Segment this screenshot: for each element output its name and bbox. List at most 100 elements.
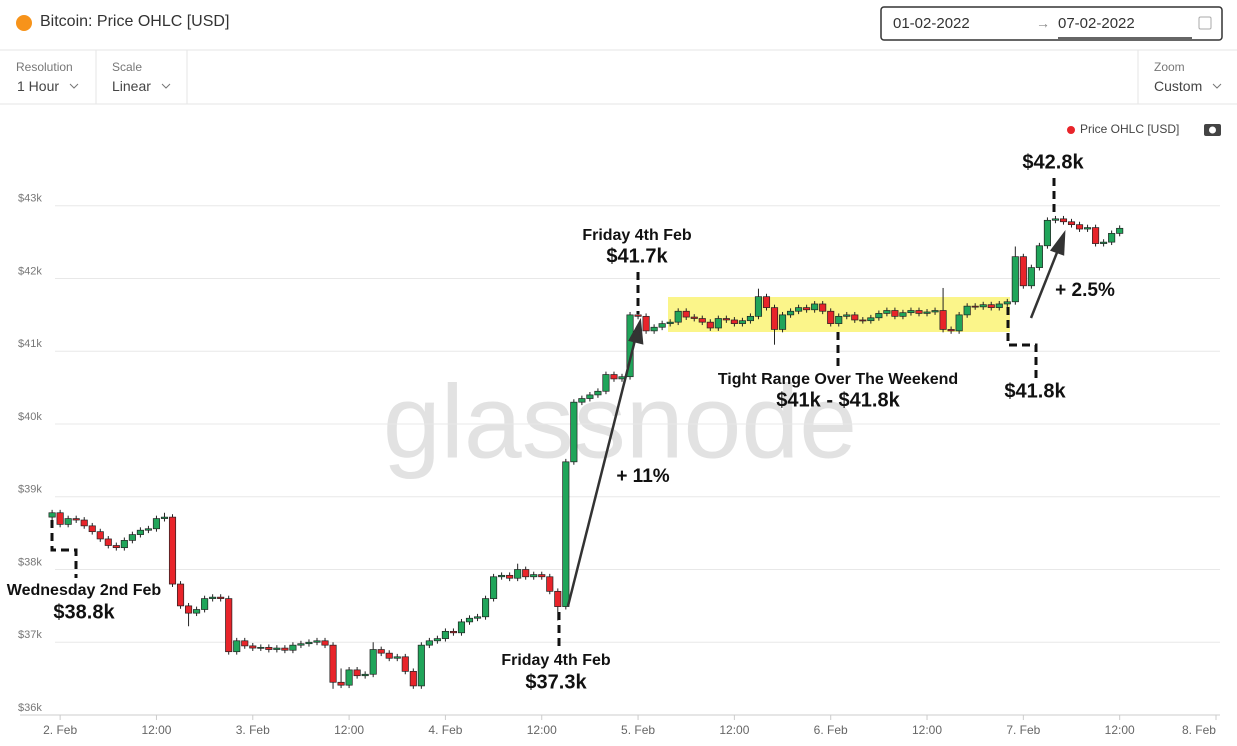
- candle-body: [56, 512, 64, 525]
- candle-body: [538, 574, 546, 578]
- candle-body: [963, 305, 971, 316]
- candle-body: [449, 630, 457, 634]
- candle-body: [1011, 256, 1019, 303]
- camera-icon[interactable]: [1204, 124, 1221, 136]
- candle-body: [48, 512, 56, 518]
- bitcoin-icon: [16, 15, 32, 31]
- zoom-label: Zoom: [1154, 60, 1185, 74]
- candle-body: [241, 640, 249, 647]
- annotation-arrows: [566, 229, 1066, 607]
- x-tick-label: 8. Feb: [1182, 723, 1216, 737]
- candle-body: [321, 640, 329, 646]
- candle-body: [393, 656, 401, 659]
- candle-body: [337, 681, 345, 686]
- candle-body: [851, 314, 859, 321]
- annotation: Friday 4th Feb: [501, 652, 611, 669]
- resolution-label: Resolution: [16, 60, 73, 74]
- x-tick-label: 12:00: [527, 723, 557, 737]
- candle-body: [650, 326, 658, 332]
- candle-body: [377, 649, 385, 654]
- candle-body: [345, 669, 353, 686]
- candle-body: [530, 574, 538, 578]
- y-tick-label: $41k: [18, 338, 42, 350]
- candle-body: [706, 321, 714, 329]
- candle-body: [690, 316, 698, 319]
- candle-body: [674, 310, 682, 323]
- candle-body: [915, 310, 923, 314]
- candle-body: [570, 401, 578, 463]
- annotation: $37.3k: [525, 671, 587, 693]
- y-tick-label: $37k: [18, 629, 42, 641]
- candle-body: [682, 310, 690, 318]
- candle-body: [634, 314, 642, 317]
- candle-body: [353, 669, 361, 677]
- candle-body: [160, 516, 169, 519]
- candle-body: [249, 645, 257, 649]
- candle-body: [843, 314, 851, 317]
- candle-body: [329, 644, 337, 683]
- candle-body: [1003, 301, 1011, 305]
- candle-body: [401, 656, 409, 672]
- candle-body: [281, 647, 289, 651]
- candle-body: [955, 314, 963, 332]
- candle-body: [971, 305, 979, 308]
- candle-body: [490, 576, 498, 599]
- y-tick-label: $42k: [18, 265, 42, 277]
- y-tick-label: $43k: [18, 193, 42, 205]
- x-tick-label: 12:00: [719, 723, 749, 737]
- candle-body: [265, 646, 273, 650]
- candle-body: [104, 538, 112, 546]
- candle-body: [642, 315, 650, 332]
- page-title: Bitcoin: Price OHLC [USD]: [40, 13, 230, 30]
- scale-select[interactable]: Linear: [112, 78, 151, 94]
- candle-body: [201, 598, 209, 610]
- candle-body: [1019, 256, 1027, 287]
- x-tick-label: 6. Feb: [814, 723, 848, 737]
- candle-body: [217, 596, 225, 599]
- candle-body: [746, 315, 754, 322]
- x-tick-label: 12:00: [334, 723, 364, 737]
- candle-body: [714, 318, 722, 329]
- candle-body: [482, 598, 490, 618]
- annotation: + 11%: [616, 466, 669, 487]
- candle-body: [88, 525, 96, 533]
- candle-body: [586, 394, 594, 399]
- date-separator: →: [1036, 15, 1050, 31]
- candle-body: [369, 649, 377, 675]
- date-from[interactable]: 01-02-2022: [893, 15, 970, 32]
- annotation: Tight Range Over The Weekend: [718, 371, 958, 388]
- zoom-select[interactable]: Custom: [1154, 78, 1203, 94]
- candle-body: [506, 574, 514, 579]
- candle-body: [778, 314, 787, 330]
- candle-body: [770, 307, 779, 330]
- candle-body: [835, 315, 843, 324]
- candle-body: [433, 638, 441, 642]
- candle-body: [1075, 224, 1084, 230]
- candle-body: [80, 519, 88, 527]
- candle-body: [883, 310, 891, 314]
- date-to[interactable]: 07-02-2022: [1058, 15, 1135, 32]
- candle-body: [185, 605, 193, 614]
- y-tick-label: $39k: [18, 484, 42, 496]
- candle-body: [409, 670, 417, 687]
- candle-body: [554, 590, 562, 607]
- y-tick-label: $40k: [18, 411, 42, 423]
- x-tick-label: 3. Feb: [236, 723, 270, 737]
- candle-body: [995, 303, 1003, 308]
- candle-body: [112, 545, 120, 549]
- resolution-select[interactable]: 1 Hour: [17, 78, 60, 94]
- y-tick-label: $36k: [18, 702, 42, 714]
- candle-body: [811, 303, 819, 311]
- candle-body: [128, 534, 136, 541]
- candle-body: [698, 318, 706, 323]
- candle-body: [899, 312, 907, 317]
- candle-body: [1092, 227, 1100, 244]
- date-range-input[interactable]: [880, 6, 1223, 41]
- candle-body: [361, 673, 369, 677]
- annotation: $42.8k: [1022, 151, 1084, 173]
- calendar-icon[interactable]: [1198, 16, 1212, 30]
- candle-body: [594, 390, 602, 396]
- annotation: + 2.5%: [1055, 280, 1115, 301]
- annotation: $41.8k: [1004, 380, 1066, 402]
- candle-body: [257, 646, 265, 649]
